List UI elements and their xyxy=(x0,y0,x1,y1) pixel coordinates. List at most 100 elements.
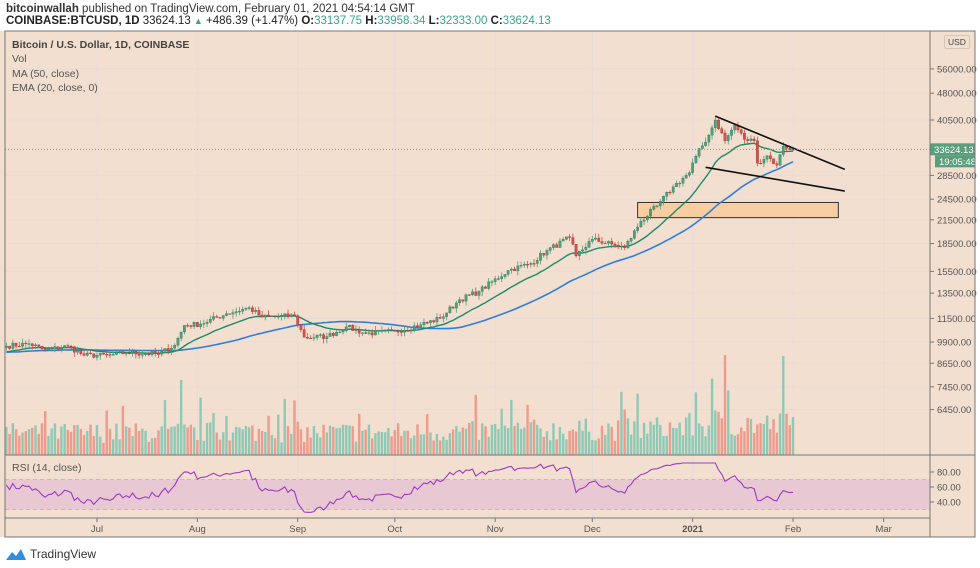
volume-bar xyxy=(179,380,183,455)
legend-ema[interactable]: EMA (20, close, 0) xyxy=(12,81,98,94)
legend-vol[interactable]: Vol xyxy=(12,53,27,66)
candle xyxy=(532,263,536,265)
volume-bar xyxy=(490,424,494,455)
chart-frame xyxy=(4,30,976,538)
candle xyxy=(202,323,206,325)
high-label: H: xyxy=(365,15,378,27)
candle xyxy=(166,348,170,352)
volume-bar xyxy=(684,417,688,455)
volume-bar xyxy=(756,424,759,455)
candle xyxy=(153,351,157,354)
candle xyxy=(416,325,419,328)
volume-bar xyxy=(468,422,471,455)
candle xyxy=(205,322,209,324)
volume-bar xyxy=(506,428,510,455)
candle xyxy=(27,343,31,345)
volume-bar xyxy=(542,436,545,455)
candle xyxy=(325,336,329,339)
volume-bar xyxy=(788,425,791,455)
candle xyxy=(163,348,167,352)
series-title: Bitcoin / U.S. Dollar, 1D, COINBASE xyxy=(12,39,190,51)
candle xyxy=(451,306,455,309)
volume-bar xyxy=(516,422,520,455)
volume-bar xyxy=(364,429,367,455)
up-triangle-icon: ▲ xyxy=(193,16,203,26)
candle xyxy=(403,330,406,333)
volume-bar xyxy=(44,411,47,455)
volume-bar xyxy=(646,433,649,455)
volume-bar xyxy=(53,423,57,455)
candle xyxy=(500,276,504,279)
candle xyxy=(76,350,79,353)
plot-margin xyxy=(0,31,5,537)
tradingview-logo[interactable]: TradingView xyxy=(5,547,96,561)
candle xyxy=(691,162,694,173)
candle xyxy=(315,335,319,338)
volume-bar xyxy=(176,423,180,455)
legend-ma[interactable]: MA (50, close) xyxy=(12,67,80,80)
last-price-badge xyxy=(930,143,975,156)
volume-bar xyxy=(374,433,377,455)
candle xyxy=(108,354,112,356)
candle xyxy=(480,286,484,292)
time-tick-label: Aug xyxy=(189,524,206,535)
candle xyxy=(474,291,478,296)
volume-bar xyxy=(746,417,749,455)
volume-bar xyxy=(396,423,400,455)
candle xyxy=(43,348,47,351)
volume-bar xyxy=(455,426,458,455)
candle xyxy=(244,307,248,310)
volume-bar xyxy=(419,434,422,455)
volume-bar xyxy=(743,431,746,455)
volume-bar xyxy=(403,430,406,455)
volume-bar xyxy=(445,439,448,455)
volume-bar xyxy=(341,424,345,455)
candle xyxy=(539,253,542,261)
volume-bar xyxy=(183,424,186,455)
volume-bar xyxy=(73,425,76,455)
volume-bar xyxy=(8,433,11,455)
wedge-lower-trendline xyxy=(705,166,845,192)
candle xyxy=(263,314,267,318)
candle xyxy=(445,312,448,317)
volume-bar xyxy=(759,423,762,455)
volume-bar xyxy=(99,436,102,455)
volume-bar xyxy=(5,426,8,455)
candle xyxy=(587,241,591,248)
volume-bar xyxy=(707,425,711,455)
candle xyxy=(419,324,423,328)
volume-bar xyxy=(24,431,27,455)
volume-bar xyxy=(34,425,37,455)
candle xyxy=(69,345,73,348)
candle xyxy=(752,138,756,141)
time-tick-label: Jul xyxy=(91,524,103,535)
time-tick-label: Dec xyxy=(584,524,601,535)
volume-bar xyxy=(170,426,173,455)
volume-bar xyxy=(568,430,571,455)
candle xyxy=(603,243,607,245)
candle xyxy=(623,246,627,248)
volume-bar xyxy=(141,428,144,455)
candle xyxy=(448,306,452,314)
volume-bar xyxy=(497,429,500,455)
legend-rsi[interactable]: RSI (14, close) xyxy=(12,462,82,474)
volume-bar xyxy=(451,429,455,455)
volume-bar xyxy=(639,437,643,455)
currency-button[interactable]: USD xyxy=(944,35,970,49)
candle xyxy=(768,155,772,159)
candle xyxy=(234,311,238,313)
candle xyxy=(50,348,54,350)
candle xyxy=(454,302,458,309)
candle xyxy=(251,307,254,312)
volume-bar xyxy=(202,440,206,455)
volume-bar xyxy=(539,428,542,455)
candle xyxy=(218,317,222,319)
price-tick-label: 13500.00 xyxy=(937,289,977,300)
candle xyxy=(626,241,630,248)
candle xyxy=(464,294,468,302)
open-label: O: xyxy=(301,15,315,27)
volume-bar xyxy=(591,439,594,455)
volume-bar xyxy=(150,438,154,455)
candle xyxy=(150,351,154,355)
